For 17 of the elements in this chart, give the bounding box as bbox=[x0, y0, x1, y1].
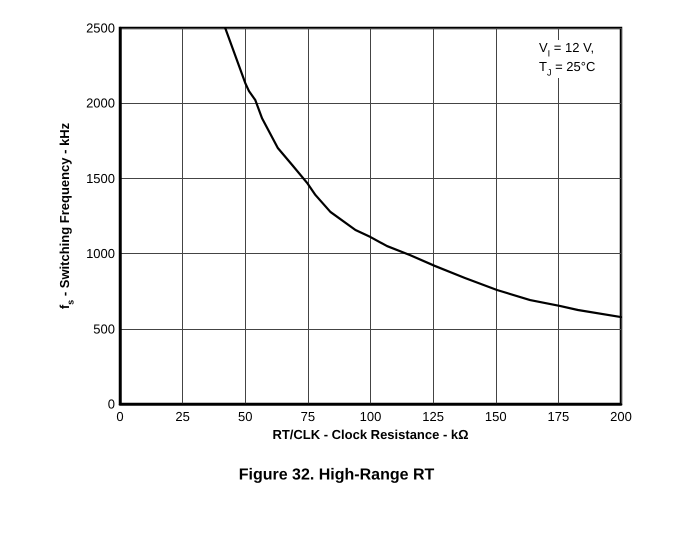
y-tick-label: 1000 bbox=[86, 246, 115, 262]
x-tick-label: 175 bbox=[548, 409, 570, 424]
x-tick-label: 75 bbox=[300, 409, 316, 424]
x-tick-label: 150 bbox=[484, 409, 507, 424]
x-tick-label: 125 bbox=[422, 409, 444, 424]
x-tick-label: 100 bbox=[360, 409, 382, 424]
text: Figure 32. High-Range RT bbox=[238, 466, 435, 484]
y-axis-title: fs - Switching Frequency - kHz bbox=[57, 122, 76, 310]
y-tick-label: 2000 bbox=[86, 96, 115, 111]
y-tick-label: 2500 bbox=[86, 20, 115, 36]
x-axis-title: RT/CLK - Clock Resistance - kΩ bbox=[272, 427, 469, 442]
y-tick-label: 0 bbox=[108, 396, 115, 412]
x-tick-label: 50 bbox=[238, 409, 252, 424]
x-tick-label: 25 bbox=[175, 409, 190, 424]
y-tick-label: 500 bbox=[93, 321, 115, 336]
x-tick-label: 200 bbox=[610, 409, 632, 424]
y-tick-label: 1500 bbox=[86, 170, 115, 186]
